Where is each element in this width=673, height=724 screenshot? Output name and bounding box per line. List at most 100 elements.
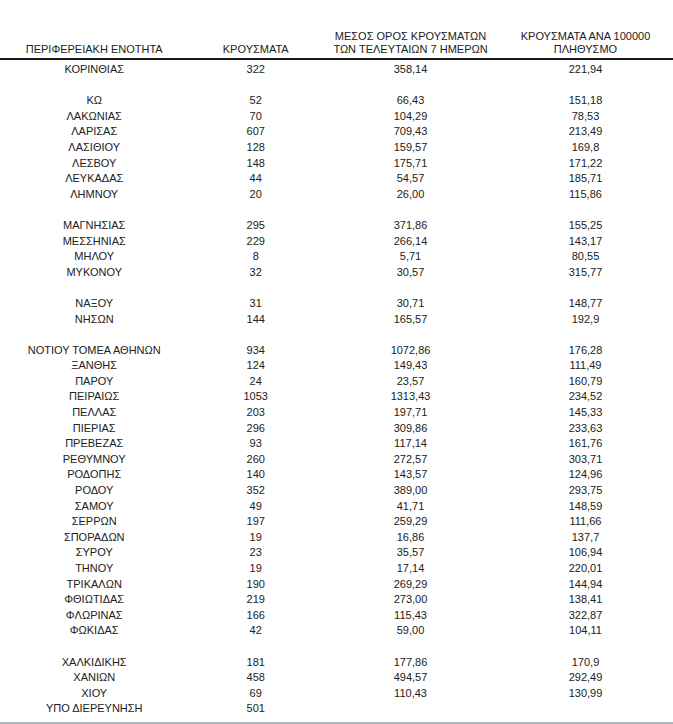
avg7-value: 104,29: [323, 109, 498, 125]
cases-value: 166: [188, 608, 323, 624]
region-name: ΜΗΛΟΥ: [0, 249, 188, 265]
region-name: ΝΗΣΩΝ: [0, 312, 188, 328]
per100k-value: 124,96: [498, 467, 673, 483]
per100k-value: 213,49: [498, 124, 673, 140]
cases-value: 203: [188, 405, 323, 421]
table-row: ΛΕΣΒΟΥ148175,71171,22: [0, 156, 673, 172]
avg7-value: 41,71: [323, 499, 498, 515]
region-name: ΠΕΙΡΑΙΩΣ: [0, 389, 188, 405]
cases-value: 32: [188, 265, 323, 281]
region-name: ΣΥΡΟΥ: [0, 545, 188, 561]
region-name: ΛΑΡΙΣΑΣ: [0, 124, 188, 140]
table-row: ΧΑΝΙΩΝ458494,57292,49: [0, 670, 673, 686]
region-name: ΣΠΟΡΑΔΩΝ: [0, 530, 188, 546]
avg7-value: [323, 701, 498, 717]
table-row: ΜΥΚΟΝΟΥ3230,57315,77: [0, 265, 673, 281]
cases-value: 23: [188, 545, 323, 561]
region-name: ΞΑΝΘΗΣ: [0, 358, 188, 374]
avg7-value: 149,43: [323, 358, 498, 374]
table-row: ΜΑΓΝΗΣΙΑΣ295371,86155,25: [0, 218, 673, 234]
avg7-value: 177,86: [323, 655, 498, 671]
avg7-value: 159,57: [323, 140, 498, 156]
cases-value: 52: [188, 93, 323, 109]
header-avg-7-days: ΜΕΣΟΣ ΟΡΟΣ ΚΡΟΥΣΜΑΤΩΝ ΤΩΝ ΤΕΛΕΥΤΑΙΩΝ 7 Η…: [323, 30, 498, 58]
header-regional-unit-label: ΠΕΡΙΦΕΡΕΙΑΚΗ ΕΝΟΤΗΤΑ: [26, 43, 163, 55]
region-name: ΦΩΚΙΔΑΣ: [0, 623, 188, 639]
avg7-value: 165,57: [323, 312, 498, 328]
table-row: ΡΕΘΥΜΝΟΥ260272,57303,71: [0, 452, 673, 468]
table-row: ΝΟΤΙΟΥ ΤΟΜΕΑ ΑΘΗΝΩΝ9341072,86176,28: [0, 343, 673, 359]
table-row: ΤΗΝΟΥ1917,14220,01: [0, 561, 673, 577]
header-per-100000-line1: ΚΡΟΥΣΜΑΤΑ ΑΝΑ 100000: [498, 30, 673, 43]
avg7-value: 389,00: [323, 483, 498, 499]
table-row: ΣΥΡΟΥ2335,57106,94: [0, 545, 673, 561]
table-row: ΛΑΣΙΘΙΟΥ128159,57169,8: [0, 140, 673, 156]
region-name: ΛΑΚΩΝΙΑΣ: [0, 109, 188, 125]
cases-value: 197: [188, 514, 323, 530]
cases-value: 458: [188, 670, 323, 686]
avg7-value: 1072,86: [323, 343, 498, 359]
table-body: ΚΟΡΙΝΘΙΑΣ322358,14221,94ΚΩ5266,43151,18Λ…: [0, 60, 673, 717]
region-name: ΧΑΛΚΙΔΙΚΗΣ: [0, 655, 188, 671]
table-row: ΣΑΜΟΥ4941,71148,59: [0, 499, 673, 515]
region-name: ΛΑΣΙΘΙΟΥ: [0, 140, 188, 156]
avg7-value: 23,57: [323, 374, 498, 390]
region-name: ΤΡΙΚΑΛΩΝ: [0, 577, 188, 593]
per100k-value: 293,75: [498, 483, 673, 499]
per100k-value: 137,7: [498, 530, 673, 546]
cases-value: 148: [188, 156, 323, 172]
table-row: ΛΕΥΚΑΔΑΣ4454,57185,71: [0, 171, 673, 187]
table-row: ΜΗΛΟΥ85,7180,55: [0, 249, 673, 265]
avg7-value: 709,43: [323, 124, 498, 140]
per100k-value: 234,52: [498, 389, 673, 405]
region-name: ΥΠΟ ΔΙΕΡΕΥΝΗΣΗ: [0, 701, 188, 717]
table-row: ΧΙΟΥ69110,43130,99: [0, 686, 673, 702]
cases-value: 607: [188, 124, 323, 140]
region-name: ΡΟΔΟΥ: [0, 483, 188, 499]
region-name: ΡΕΘΥΜΝΟΥ: [0, 452, 188, 468]
avg7-value: 17,14: [323, 561, 498, 577]
region-name: ΛΗΜΝΟΥ: [0, 187, 188, 203]
cases-value: 20: [188, 187, 323, 203]
per100k-value: 115,86: [498, 187, 673, 203]
avg7-value: 143,57: [323, 467, 498, 483]
region-name: ΚΟΡΙΝΘΙΑΣ: [0, 62, 188, 78]
per100k-value: 192,9: [498, 312, 673, 328]
avg7-value: 59,00: [323, 623, 498, 639]
cases-value: 140: [188, 467, 323, 483]
region-name: ΛΕΥΚΑΔΑΣ: [0, 171, 188, 187]
cases-value: 501: [188, 701, 323, 717]
per100k-value: 169,8: [498, 140, 673, 156]
table-row: ΝΑΞΟΥ3130,71148,77: [0, 296, 673, 312]
avg7-value: 1313,43: [323, 389, 498, 405]
region-name: ΜΑΓΝΗΣΙΑΣ: [0, 218, 188, 234]
region-name: ΦΛΩΡΙΝΑΣ: [0, 608, 188, 624]
table-row: ΥΠΟ ΔΙΕΡΕΥΝΗΣΗ501: [0, 701, 673, 717]
avg7-value: 259,29: [323, 514, 498, 530]
cases-value: 322: [188, 62, 323, 78]
header-per-100000: ΚΡΟΥΣΜΑΤΑ ΑΝΑ 100000 ΠΛΗΘΥΣΜΟ: [498, 30, 673, 58]
region-name: ΠΕΛΛΑΣ: [0, 405, 188, 421]
per100k-value: 171,22: [498, 156, 673, 172]
per100k-value: 161,76: [498, 436, 673, 452]
avg7-value: 30,57: [323, 265, 498, 281]
cases-value: 69: [188, 686, 323, 702]
table-row: ΠΙΕΡΙΑΣ296309,86233,63: [0, 421, 673, 437]
per100k-value: 315,77: [498, 265, 673, 281]
table-row: ΠΕΙΡΑΙΩΣ10531313,43234,52: [0, 389, 673, 405]
region-name: ΠΡΕΒΕΖΑΣ: [0, 436, 188, 452]
cases-value: 1053: [188, 389, 323, 405]
per100k-value: [498, 701, 673, 717]
table-row: ΝΗΣΩΝ144165,57192,9: [0, 312, 673, 328]
table-row: ΣΠΟΡΑΔΩΝ1916,86137,7: [0, 530, 673, 546]
cases-value: 260: [188, 452, 323, 468]
per100k-value: 170,9: [498, 655, 673, 671]
per100k-value: 130,99: [498, 686, 673, 702]
region-name: ΠΑΡΟΥ: [0, 374, 188, 390]
table-row: ΧΑΛΚΙΔΙΚΗΣ181177,86170,9: [0, 655, 673, 671]
avg7-value: 26,00: [323, 187, 498, 203]
region-name: ΜΕΣΣΗΝΙΑΣ: [0, 234, 188, 250]
avg7-value: 197,71: [323, 405, 498, 421]
table-row: ΤΡΙΚΑΛΩΝ190269,29144,94: [0, 577, 673, 593]
header-cases: ΚΡΟΥΣΜΑΤΑ: [188, 43, 323, 58]
